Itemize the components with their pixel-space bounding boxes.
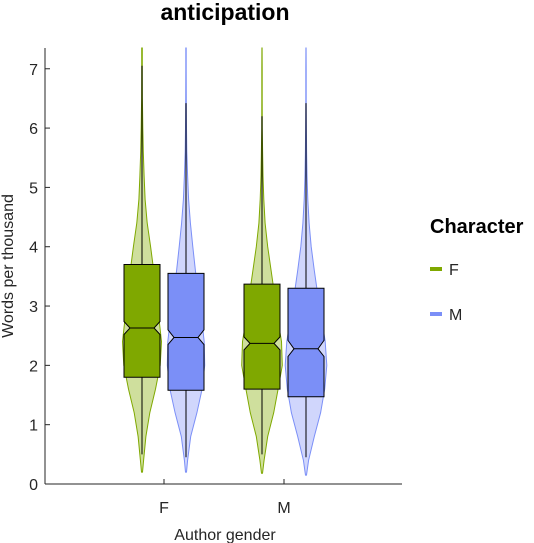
- box-m-m: [287, 287, 325, 398]
- axes: 0 1 2 3 4 5 6 7 F M: [29, 48, 402, 517]
- box-f-f: [123, 264, 161, 378]
- y-tick-label: 0: [29, 477, 38, 494]
- x-tick-label: F: [159, 500, 169, 517]
- legend: Character F M: [430, 216, 524, 324]
- y-tick-label: 4: [29, 240, 38, 257]
- box-f-m: [243, 283, 281, 390]
- legend-label-f: F: [449, 262, 459, 279]
- y-tick-label: 3: [29, 299, 38, 316]
- y-tick-label: 2: [29, 358, 38, 375]
- y-tick-label: 1: [29, 418, 38, 435]
- y-tick-label: 5: [29, 180, 38, 197]
- plot-area: [121, 47, 328, 476]
- y-tick-label: 6: [29, 121, 38, 138]
- x-axis-label: Author gender: [174, 527, 276, 543]
- x-tick-label: M: [277, 500, 290, 517]
- y-axis-label: Words per thousand: [0, 194, 17, 338]
- y-tick-label: 7: [29, 62, 38, 79]
- legend-title: Character: [430, 216, 524, 238]
- chart-title: anticipation: [160, 0, 289, 25]
- box-m-f: [167, 272, 205, 391]
- legend-label-m: M: [449, 307, 462, 324]
